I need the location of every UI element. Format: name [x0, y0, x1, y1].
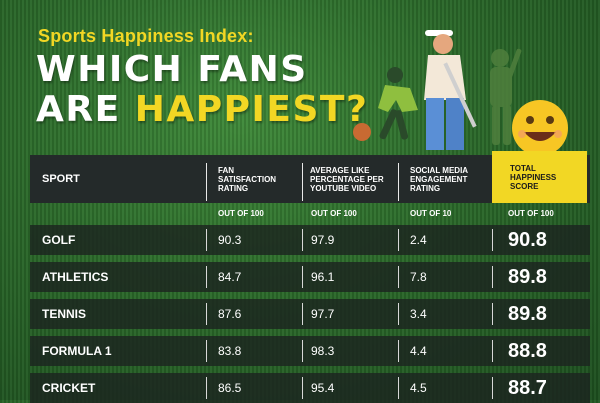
happiness-table: SPORT FAN SATISFACTION RATING AVERAGE LI…: [30, 151, 590, 403]
header-line: PERCENTAGE PER: [310, 174, 384, 184]
row-social-media: 2.4: [410, 233, 427, 247]
units-row: OUT OF 100 OUT OF 100 OUT OF 10 OUT OF 1…: [30, 203, 590, 223]
headline-white-part: ARE: [36, 89, 135, 130]
cricketer-icon: [490, 48, 522, 145]
column-divider: [302, 163, 303, 201]
header-line: AVERAGE LIKE: [310, 165, 370, 175]
cell-divider: [398, 377, 399, 399]
row-fan-satisfaction: 86.5: [218, 381, 242, 395]
table-row: GOLF 90.3 97.9 2.4 90.8: [30, 225, 590, 255]
cell-divider: [398, 303, 399, 325]
row-fan-satisfaction: 87.6: [218, 307, 242, 321]
cell-divider: [302, 303, 303, 325]
header-line: SCORE: [510, 181, 539, 191]
kicker-title: Sports Happiness Index:: [38, 26, 254, 46]
smiley-emoji-icon: [512, 100, 568, 156]
cell-divider: [398, 340, 399, 362]
row-fan-satisfaction: 90.3: [218, 233, 242, 247]
column-header-social-media: SOCIAL MEDIA ENGAGEMENT RATING: [410, 155, 498, 203]
header-line: TOTAL: [510, 163, 536, 173]
row-total-score: 89.8: [508, 303, 547, 325]
unit-total: OUT OF 100: [508, 209, 554, 218]
row-social-media: 3.4: [410, 307, 427, 321]
runner-icon: [353, 67, 418, 141]
headline-line-1: WHICH FANS: [36, 49, 308, 90]
table-row: CRICKET 86.5 95.4 4.5 88.7: [30, 373, 590, 403]
header-line: HAPPINESS: [510, 172, 557, 182]
cell-divider: [492, 303, 493, 325]
headline: WHICH FANS ARE HAPPIEST?: [36, 50, 368, 130]
row-youtube-like: 96.1: [311, 270, 335, 284]
row-fan-satisfaction: 83.8: [218, 344, 242, 358]
header-line: FAN: [218, 165, 234, 175]
row-youtube-like: 97.7: [311, 307, 335, 321]
row-total-score: 89.8: [508, 266, 547, 288]
row-total-score: 88.7: [508, 377, 547, 399]
cell-divider: [206, 266, 207, 288]
row-youtube-like: 95.4: [311, 381, 335, 395]
row-youtube-like: 97.9: [311, 233, 335, 247]
column-divider: [398, 163, 399, 201]
sports-illustration: [353, 30, 568, 156]
cell-divider: [206, 377, 207, 399]
row-total-score: 90.8: [508, 229, 547, 251]
row-total-score: 88.8: [508, 340, 547, 362]
header-line: RATING: [410, 183, 441, 193]
row-sport: TENNIS: [42, 307, 87, 321]
header: Sports Happiness Index: WHICH FANS ARE H…: [0, 0, 600, 156]
table-header: SPORT FAN SATISFACTION RATING AVERAGE LI…: [30, 151, 590, 203]
cell-divider: [302, 377, 303, 399]
unit-social-media: OUT OF 10: [410, 209, 452, 218]
cell-divider: [206, 340, 207, 362]
column-header-youtube-like: AVERAGE LIKE PERCENTAGE PER YOUTUBE VIDE…: [310, 155, 406, 203]
cell-divider: [398, 266, 399, 288]
row-sport: FORMULA 1: [42, 344, 112, 358]
row-social-media: 4.4: [410, 344, 427, 358]
row-social-media: 4.5: [410, 381, 427, 395]
cell-divider: [492, 229, 493, 251]
headline-line-2: ARE HAPPIEST?: [36, 90, 368, 130]
cell-divider: [302, 266, 303, 288]
cell-divider: [206, 303, 207, 325]
row-sport: ATHLETICS: [42, 270, 109, 284]
unit-youtube-like: OUT OF 100: [311, 209, 357, 218]
table-row: FORMULA 1 83.8 98.3 4.4 88.8: [30, 336, 590, 366]
row-social-media: 7.8: [410, 270, 427, 284]
cell-divider: [302, 340, 303, 362]
header-line: ENGAGEMENT: [410, 174, 468, 184]
cell-divider: [492, 377, 493, 399]
row-fan-satisfaction: 84.7: [218, 270, 242, 284]
header-line: YOUTUBE VIDEO: [310, 183, 377, 193]
column-divider: [206, 163, 207, 201]
header-line: SATISFACTION: [218, 174, 277, 184]
unit-fan-satisfaction: OUT OF 100: [218, 209, 264, 218]
row-sport: GOLF: [42, 233, 76, 247]
golfer-icon: [424, 30, 477, 150]
column-header-total-score: TOTAL HAPPINESS SCORE: [492, 151, 587, 203]
cell-divider: [492, 340, 493, 362]
table-row: ATHLETICS 84.7 96.1 7.8 89.8: [30, 262, 590, 292]
column-header-sport: SPORT: [42, 172, 80, 185]
row-sport: CRICKET: [42, 381, 96, 395]
cell-divider: [492, 266, 493, 288]
header-line: RATING: [218, 183, 249, 193]
column-header-fan-satisfaction: FAN SATISFACTION RATING: [218, 155, 310, 203]
row-youtube-like: 98.3: [311, 344, 335, 358]
cell-divider: [206, 229, 207, 251]
header-line: SOCIAL MEDIA: [410, 165, 469, 175]
cell-divider: [398, 229, 399, 251]
cell-divider: [302, 229, 303, 251]
table-row: TENNIS 87.6 97.7 3.4 89.8: [30, 299, 590, 329]
headline-yellow-part: HAPPIEST?: [134, 89, 369, 130]
